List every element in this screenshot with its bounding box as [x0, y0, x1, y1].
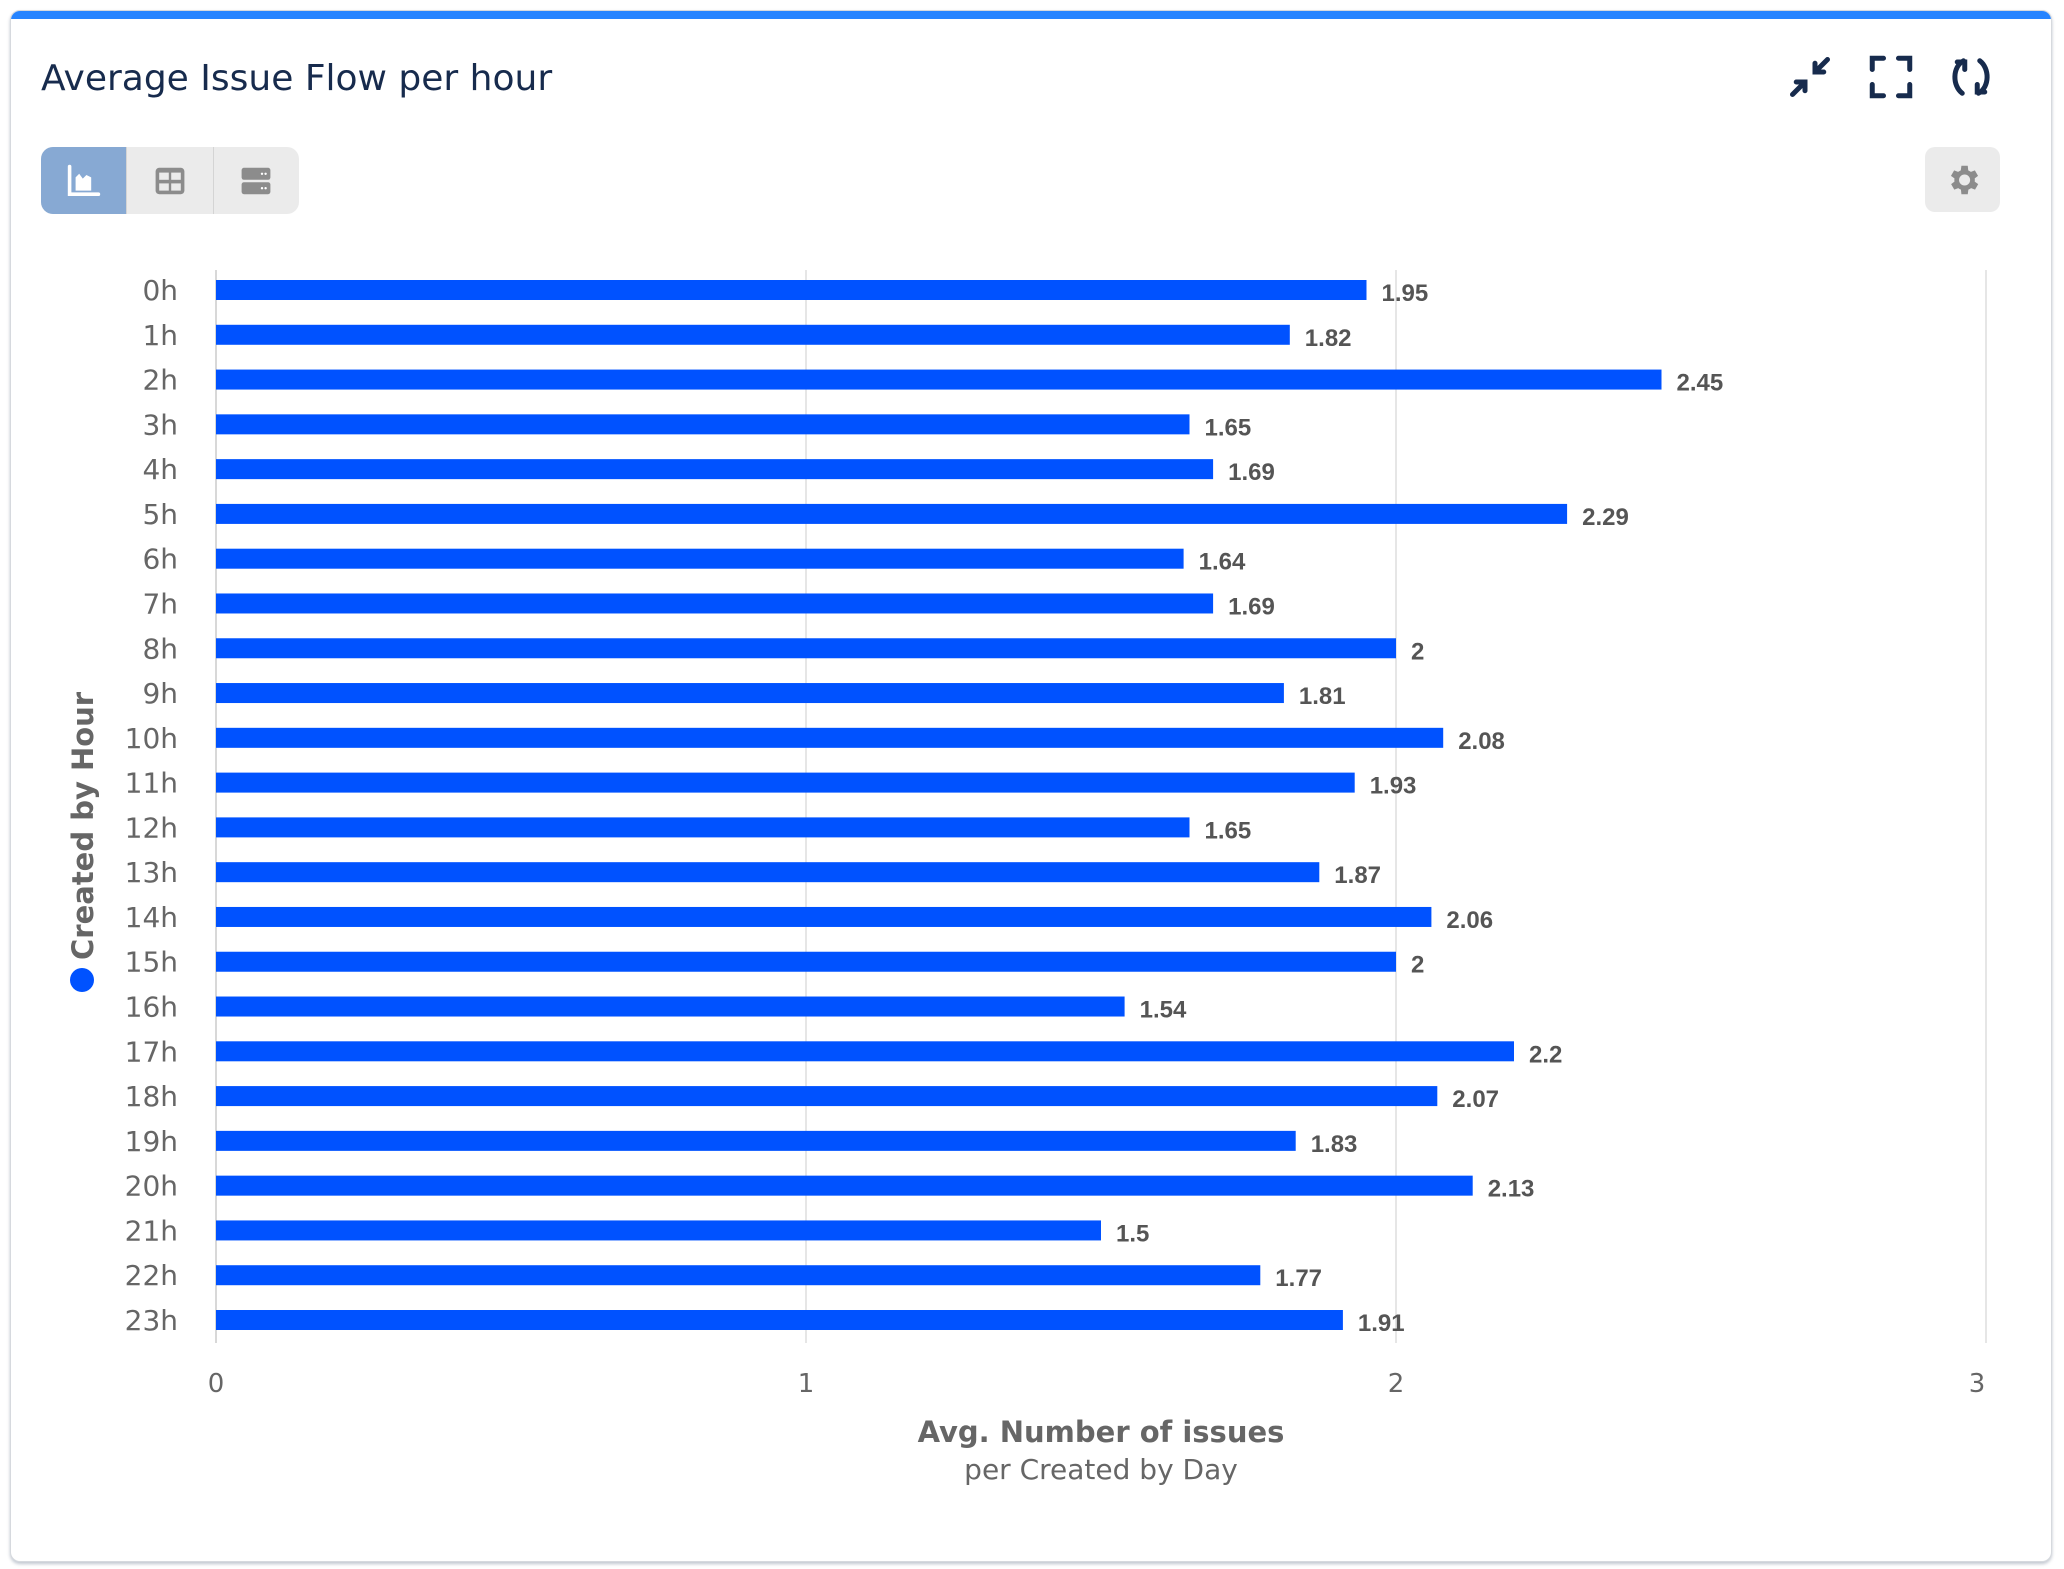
y-category-label: 19h [125, 1125, 178, 1158]
bar[interactable] [216, 324, 1290, 345]
data-label: 1.77 [1275, 1265, 1322, 1292]
bar[interactable] [216, 1175, 1473, 1196]
bar[interactable] [216, 906, 1432, 927]
bar[interactable] [216, 1265, 1261, 1286]
y-axis-title[interactable]: Created by Hour [66, 691, 100, 960]
card-top-accent [11, 11, 2051, 19]
y-category-label: 11h [125, 767, 178, 800]
y-category-label: 12h [125, 811, 178, 844]
y-category-label: 6h [142, 543, 178, 576]
bar[interactable] [216, 683, 1284, 704]
y-category-label: 7h [142, 587, 178, 620]
y-category-label: 18h [125, 1080, 178, 1113]
data-label: 2.08 [1458, 728, 1505, 755]
y-category-label: 17h [125, 1035, 178, 1068]
y-category-label: 1h [142, 319, 178, 352]
bar[interactable] [216, 862, 1320, 883]
bar[interactable] [216, 638, 1396, 659]
bar[interactable] [216, 369, 1662, 390]
y-category-label: 4h [142, 453, 178, 486]
data-label: 2.2 [1529, 1041, 1562, 1068]
x-tick-label: 2 [1388, 1369, 1405, 1399]
y-category-label: 5h [142, 498, 178, 531]
bar[interactable] [216, 1041, 1514, 1062]
bar[interactable] [216, 996, 1125, 1017]
bar[interactable] [216, 414, 1190, 435]
y-category-label: 16h [125, 991, 178, 1024]
fullscreen-icon[interactable] [1866, 52, 1916, 102]
data-label: 2.06 [1446, 907, 1493, 934]
data-label: 1.65 [1205, 817, 1252, 844]
bar[interactable] [216, 727, 1444, 748]
data-label: 2.07 [1452, 1086, 1499, 1113]
refresh-icon[interactable] [1946, 52, 1996, 102]
data-label: 2.13 [1488, 1176, 1535, 1203]
y-category-label: 3h [142, 408, 178, 441]
chart-view-button[interactable] [41, 147, 128, 214]
data-label: 1.64 [1199, 549, 1246, 576]
y-category-label: 20h [125, 1170, 178, 1203]
y-category-label: 0h [142, 274, 178, 307]
data-label: 1.95 [1382, 280, 1429, 307]
data-label: 1.81 [1299, 683, 1346, 710]
x-axis-title: Avg. Number of issues [918, 1415, 1285, 1449]
data-label: 2 [1411, 952, 1424, 979]
bar[interactable] [216, 1220, 1101, 1241]
x-tick-label: 0 [208, 1369, 225, 1399]
bar[interactable] [216, 459, 1214, 480]
table-view-button[interactable] [127, 147, 214, 214]
y-category-label: 10h [125, 722, 178, 755]
bar[interactable] [216, 1310, 1343, 1330]
table-view-icon [155, 167, 185, 194]
page-title: Average Issue Flow per hour [41, 58, 553, 99]
bar[interactable] [216, 593, 1214, 614]
data-label: 1.69 [1228, 593, 1275, 620]
data-label: 1.82 [1305, 325, 1352, 352]
data-label: 1.54 [1140, 997, 1187, 1024]
data-label: 1.69 [1228, 459, 1275, 486]
chart-view-icon [67, 164, 100, 196]
legend-dot[interactable] [70, 968, 94, 992]
settings-button[interactable] [1925, 147, 2000, 212]
bar[interactable] [216, 951, 1396, 972]
y-category-label: 21h [125, 1214, 178, 1247]
x-tick-label: 3 [1969, 1369, 1986, 1399]
data-label: 2.45 [1677, 370, 1724, 397]
y-category-label: 22h [125, 1259, 178, 1292]
y-category-label: 9h [142, 677, 178, 710]
list-view-button[interactable] [214, 147, 299, 214]
bar[interactable] [216, 1130, 1296, 1151]
data-label: 2.29 [1582, 504, 1629, 531]
list-view-icon [241, 167, 271, 194]
x-tick-label: 1 [798, 1369, 815, 1399]
data-label: 2 [1411, 638, 1424, 665]
data-label: 1.91 [1358, 1310, 1405, 1337]
bar[interactable] [216, 817, 1190, 838]
bar[interactable] [216, 503, 1568, 524]
data-label: 1.87 [1334, 862, 1381, 889]
bar[interactable] [216, 772, 1355, 793]
bar[interactable] [216, 280, 1367, 300]
y-category-label: 13h [125, 856, 178, 889]
y-category-label: 14h [125, 901, 178, 934]
view-switcher [41, 147, 299, 214]
data-label: 1.93 [1370, 773, 1417, 800]
data-label: 1.83 [1311, 1131, 1358, 1158]
bar[interactable] [216, 1086, 1438, 1107]
gear-icon [1950, 165, 1978, 194]
data-label: 1.65 [1205, 414, 1252, 441]
bar[interactable] [216, 548, 1184, 569]
y-category-label: 8h [142, 632, 178, 665]
y-category-label: 23h [125, 1304, 178, 1337]
y-category-label: 15h [125, 946, 178, 979]
data-label: 1.5 [1116, 1220, 1149, 1247]
x-axis-subtitle: per Created by Day [964, 1453, 1238, 1486]
y-category-label: 2h [142, 364, 178, 397]
collapse-icon[interactable] [1785, 52, 1835, 102]
